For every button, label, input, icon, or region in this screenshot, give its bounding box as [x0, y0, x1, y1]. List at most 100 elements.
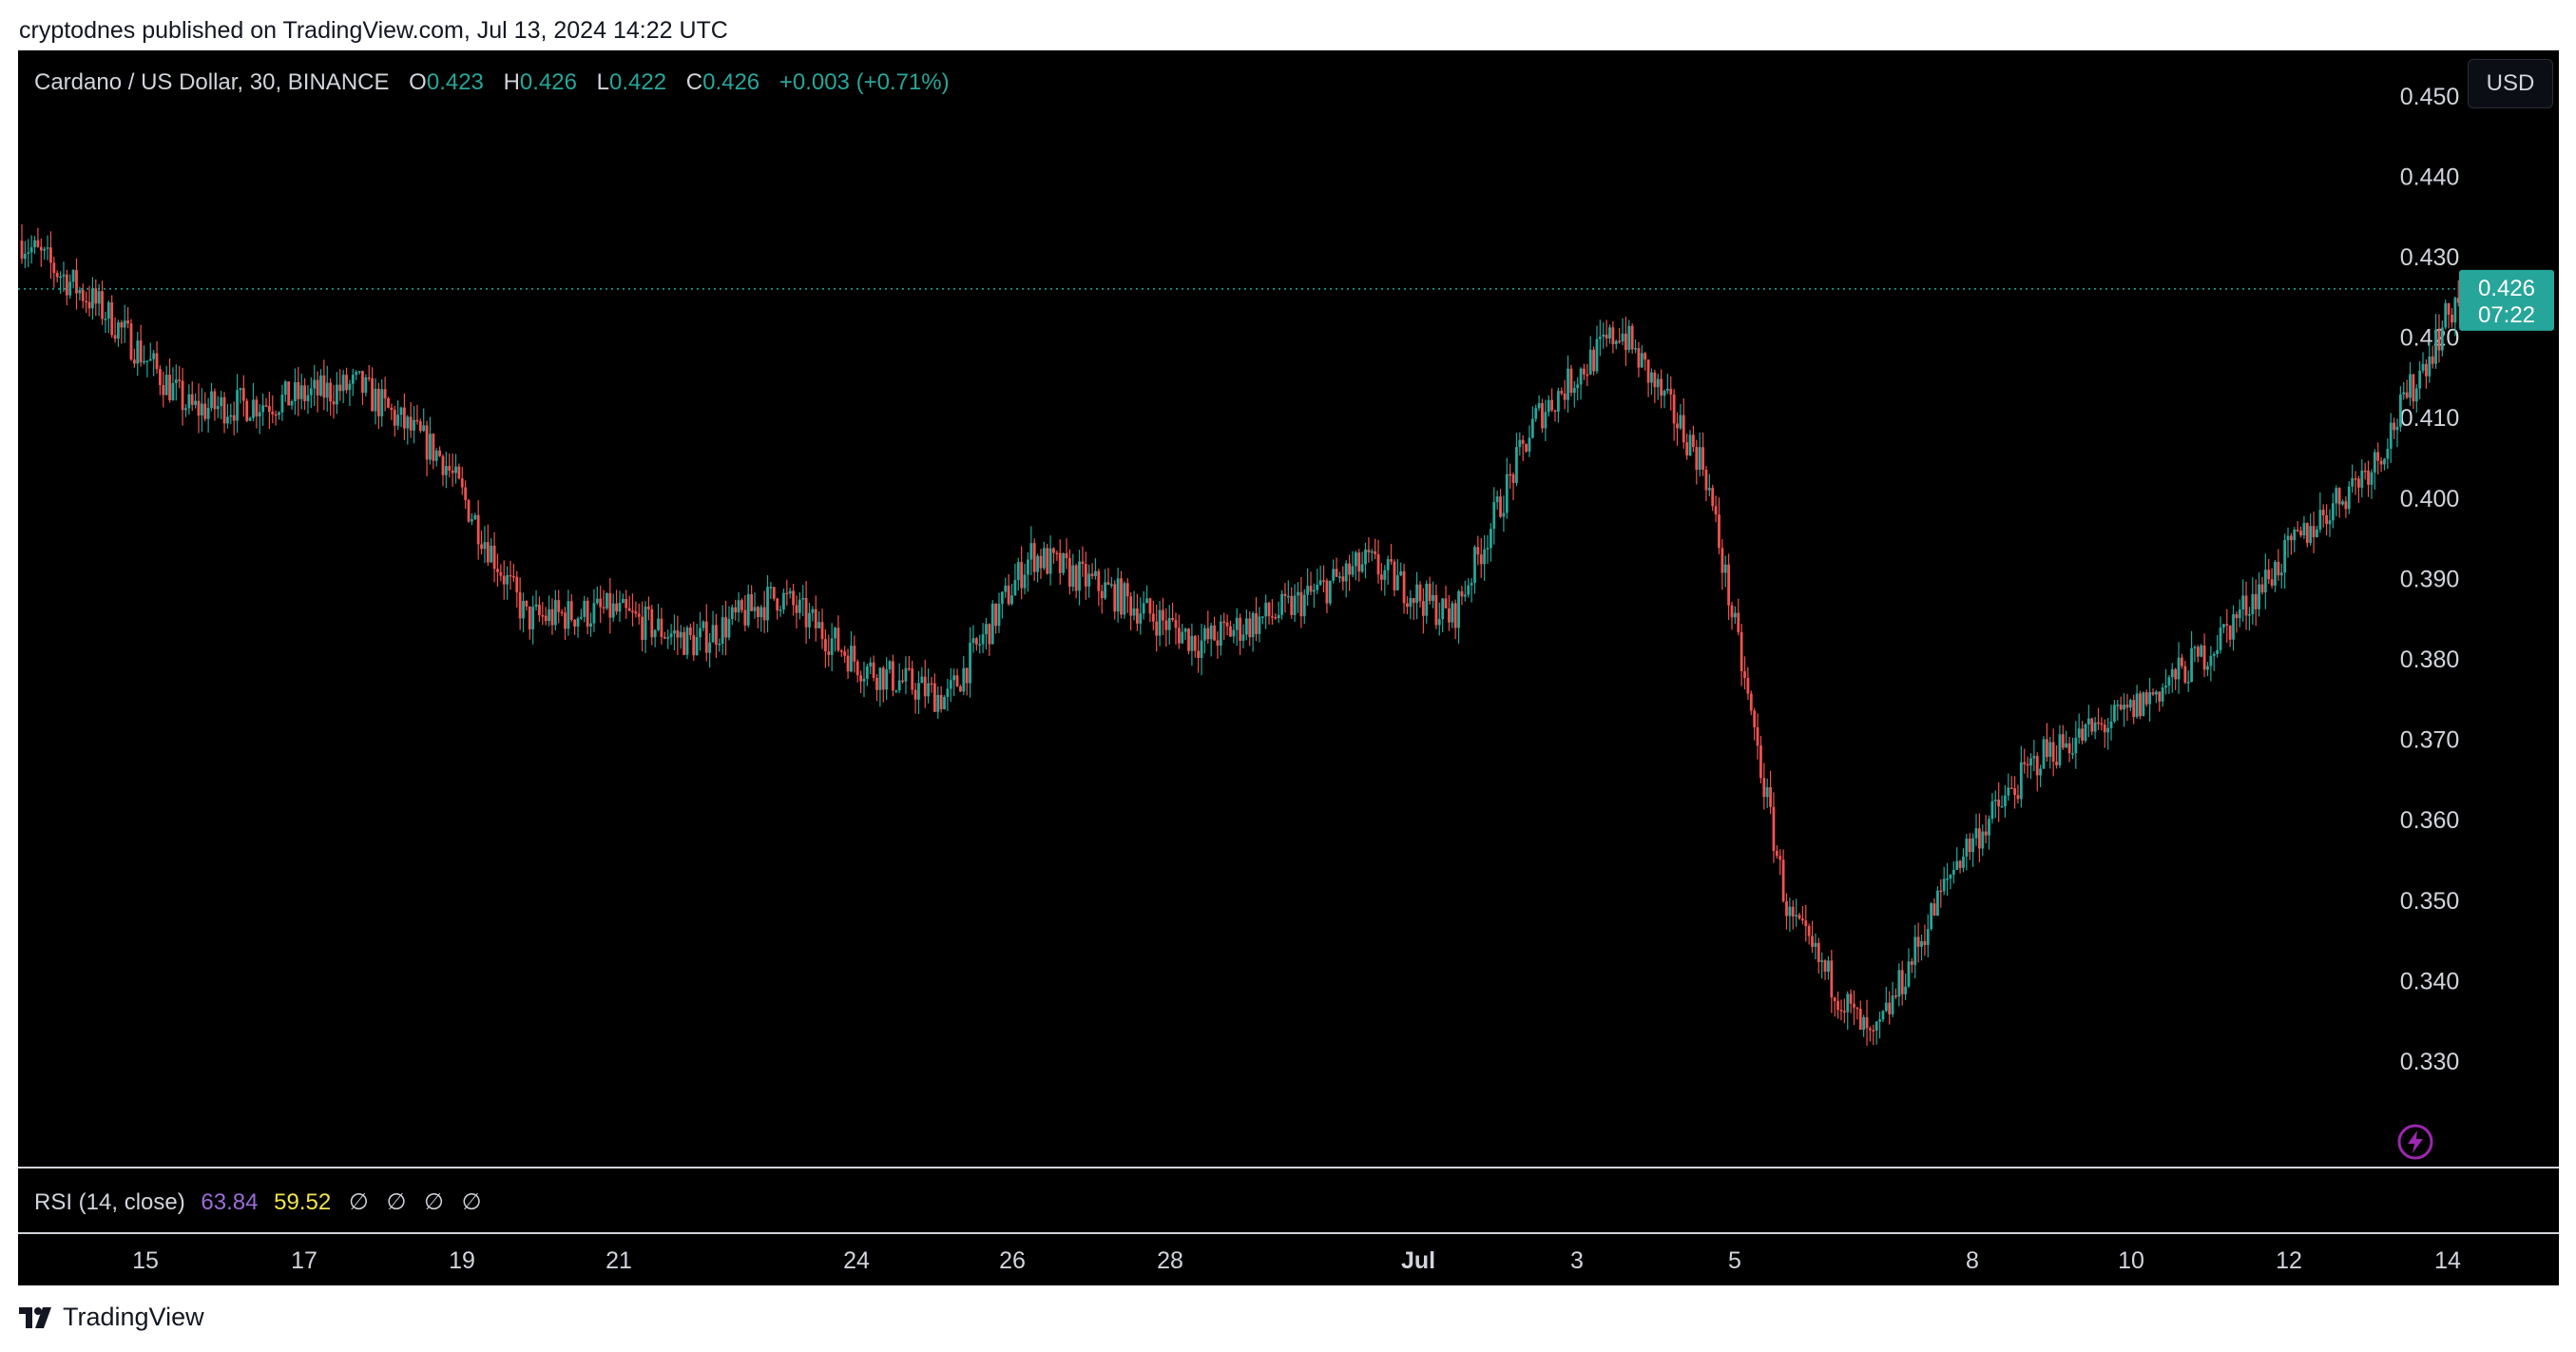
candle-body [52, 262, 56, 274]
candle-body [2316, 529, 2318, 537]
candle-body [1293, 595, 1297, 615]
tradingview-logo[interactable]: TradingView [19, 1303, 204, 1332]
candle-body [650, 608, 654, 638]
candle-body [2267, 570, 2271, 580]
candle-body [1013, 580, 1017, 596]
candle-body [730, 607, 734, 619]
candle-body [422, 425, 426, 432]
candle-body [1406, 603, 1409, 608]
candle-body [692, 634, 696, 656]
candle-body [278, 412, 280, 415]
candle-body [1746, 677, 1750, 694]
candle-body [2106, 727, 2110, 733]
candle-body [1274, 617, 1278, 619]
footer-brand: TradingView [63, 1303, 204, 1331]
candle-body [1598, 337, 1602, 339]
candle-body [1602, 334, 1605, 338]
candle-body [316, 379, 319, 396]
candle-body [894, 690, 898, 692]
candle-body [1097, 570, 1101, 591]
candle-body [660, 618, 663, 638]
candle-body [457, 466, 461, 479]
candle-body [792, 590, 795, 606]
candle-body [1836, 1000, 1839, 1011]
candle-body [65, 274, 68, 296]
candle-body [634, 611, 638, 614]
candle-body [2000, 806, 2004, 808]
candle-body [264, 405, 268, 407]
candle-body [143, 360, 145, 363]
candle-body [2202, 645, 2206, 670]
candle-body [1004, 585, 1008, 592]
candle-body [1518, 439, 1522, 448]
candle-body [1415, 584, 1419, 603]
candle-body [1853, 1003, 1855, 1008]
candle-body [862, 678, 866, 682]
candle-body [1846, 994, 1850, 1013]
candle-body [1434, 594, 1438, 626]
candle-body [1946, 878, 1949, 880]
candle-body [2244, 595, 2248, 616]
candle-body [2051, 742, 2055, 763]
candle-body [471, 519, 473, 522]
candle-body [855, 661, 859, 676]
candle-body [641, 616, 644, 641]
candle-body [2270, 579, 2274, 586]
candle-body [148, 358, 152, 361]
candle-body [557, 600, 561, 612]
candle-body [2398, 394, 2402, 427]
candle-body [676, 630, 680, 638]
candle-body [1492, 502, 1496, 530]
candle-body [1595, 338, 1599, 372]
candle-body [1714, 506, 1718, 515]
candle-body [418, 421, 422, 432]
candle-body [1386, 559, 1390, 570]
candle-body [1100, 590, 1104, 599]
candle-body [406, 416, 410, 429]
candle-body [1094, 570, 1097, 576]
lightning-icon[interactable] [2396, 1123, 2434, 1161]
candle-body [2283, 540, 2287, 573]
candle-body [1913, 937, 1917, 965]
candle-body [2405, 392, 2409, 398]
candle-body [387, 397, 390, 408]
candle-body [808, 612, 811, 628]
candle-body [1688, 435, 1692, 456]
candle-body [762, 607, 766, 621]
candle-body [1145, 598, 1148, 604]
candle-body [913, 689, 917, 700]
candle-body [2360, 470, 2364, 488]
candle-body [2048, 742, 2052, 758]
candle-body [1862, 1016, 1866, 1031]
candle-body [2263, 570, 2267, 593]
candle-body [1399, 570, 1403, 576]
candle-body [2305, 523, 2309, 544]
candle-body [2395, 426, 2399, 431]
candle-body [2302, 523, 2306, 536]
candle-body [1576, 384, 1580, 389]
currency-button[interactable]: USD [2468, 59, 2553, 108]
y-tick-label: 0.410 [2400, 405, 2460, 432]
candle-body [743, 609, 747, 626]
candle-body [502, 575, 506, 585]
candle-body [599, 598, 603, 608]
candle-body [490, 545, 493, 563]
candlestick-chart[interactable]: 0.330 0.340 0.350 0.360 0.370 0.380 0.390 0.400… [18, 50, 2559, 1285]
candle-body [1367, 550, 1371, 552]
candle-body [2084, 724, 2087, 742]
candle-body [1129, 596, 1133, 616]
rsi-legend: RSI (14, close) 63.84 59.52 ∅ ∅ ∅ ∅ [34, 1188, 482, 1216]
candle-body [2357, 478, 2360, 488]
candle-body [1634, 348, 1637, 350]
candle-body [1264, 602, 1268, 617]
candle-body [313, 379, 317, 389]
candle-body [2241, 595, 2245, 609]
candle-body [222, 396, 226, 424]
candle-body [1984, 831, 1988, 836]
candle-body [1926, 929, 1930, 945]
candle-body [29, 247, 33, 253]
candle-body [772, 587, 776, 599]
chart-panel[interactable]: 0.330 0.340 0.350 0.360 0.370 0.380 0.390 0.400… [18, 50, 2559, 1285]
candle-body [1949, 874, 1952, 879]
candle-body [357, 371, 361, 373]
